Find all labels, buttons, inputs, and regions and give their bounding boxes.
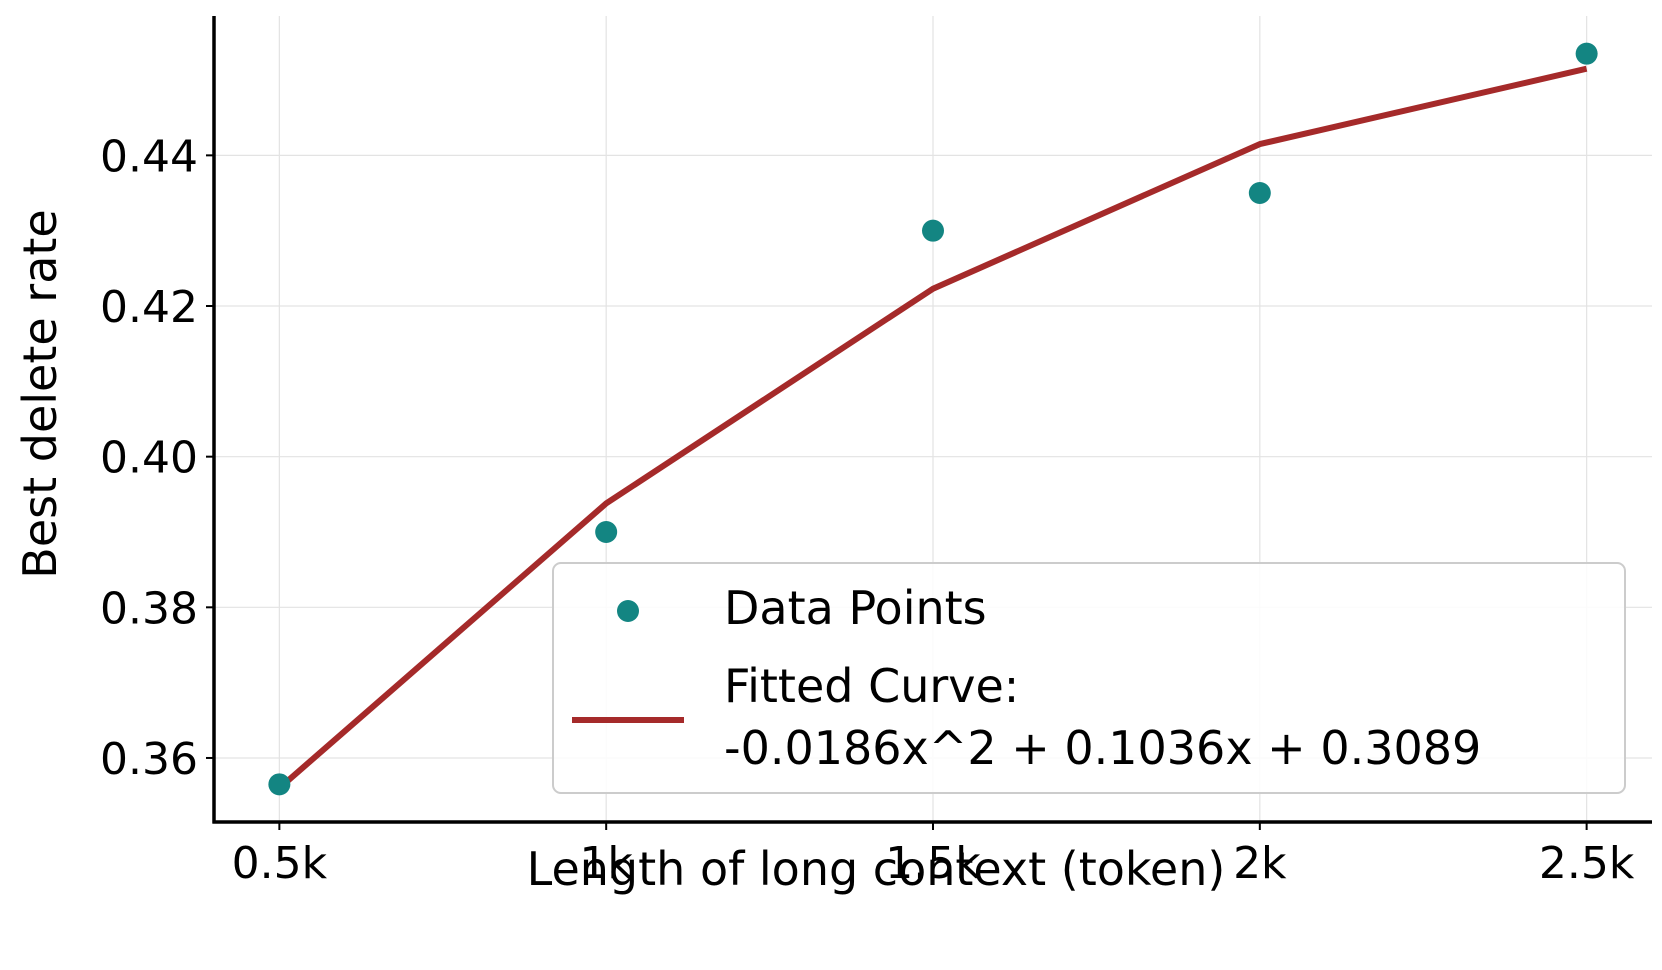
legend-scatter-marker — [617, 600, 639, 622]
x-axis-title: Length of long context (token) — [527, 842, 1226, 896]
x-tick-label-1: 1k — [579, 838, 633, 889]
x-tick-label-4: 2.5k — [1539, 838, 1635, 889]
data-point-1 — [595, 520, 618, 543]
x-tick-label-0: 0.5k — [232, 838, 328, 889]
y-axis-title: Best delete rate — [13, 209, 67, 578]
data-point-0 — [268, 773, 291, 796]
legend-label-fitted-curve: Fitted Curve: — [724, 659, 1019, 713]
legend-box — [552, 562, 1626, 794]
legend-label-data-points: Data Points — [724, 581, 987, 635]
fitted-curve-line — [277, 65, 1588, 791]
data-point-4 — [1575, 42, 1598, 65]
x-tick-label-3: 2k — [1233, 838, 1287, 889]
y-tick-label-3: 0.42 — [100, 282, 198, 333]
data-point-2 — [922, 219, 944, 242]
y-tick-label-4: 0.44 — [100, 131, 198, 182]
y-tick-label-2: 0.40 — [100, 433, 198, 484]
x-tick-label-2: 1.5k — [885, 838, 981, 889]
plot-area — [268, 42, 1598, 796]
tick-labels: 0.5k 1k 1.5k 2k 2.5k 0.36 0.38 0.40 0.42 0.44 — [100, 131, 1635, 889]
legend: Data Points Fitted Curve: -0.0186x^2 + 0… — [552, 562, 1626, 794]
y-tick-label-0: 0.36 — [100, 734, 198, 785]
legend-label-fitted-equation: -0.0186x^2 + 0.1036x + 0.3089 — [724, 721, 1481, 775]
y-tick-label-1: 0.38 — [100, 583, 198, 634]
data-point-3 — [1248, 182, 1271, 205]
